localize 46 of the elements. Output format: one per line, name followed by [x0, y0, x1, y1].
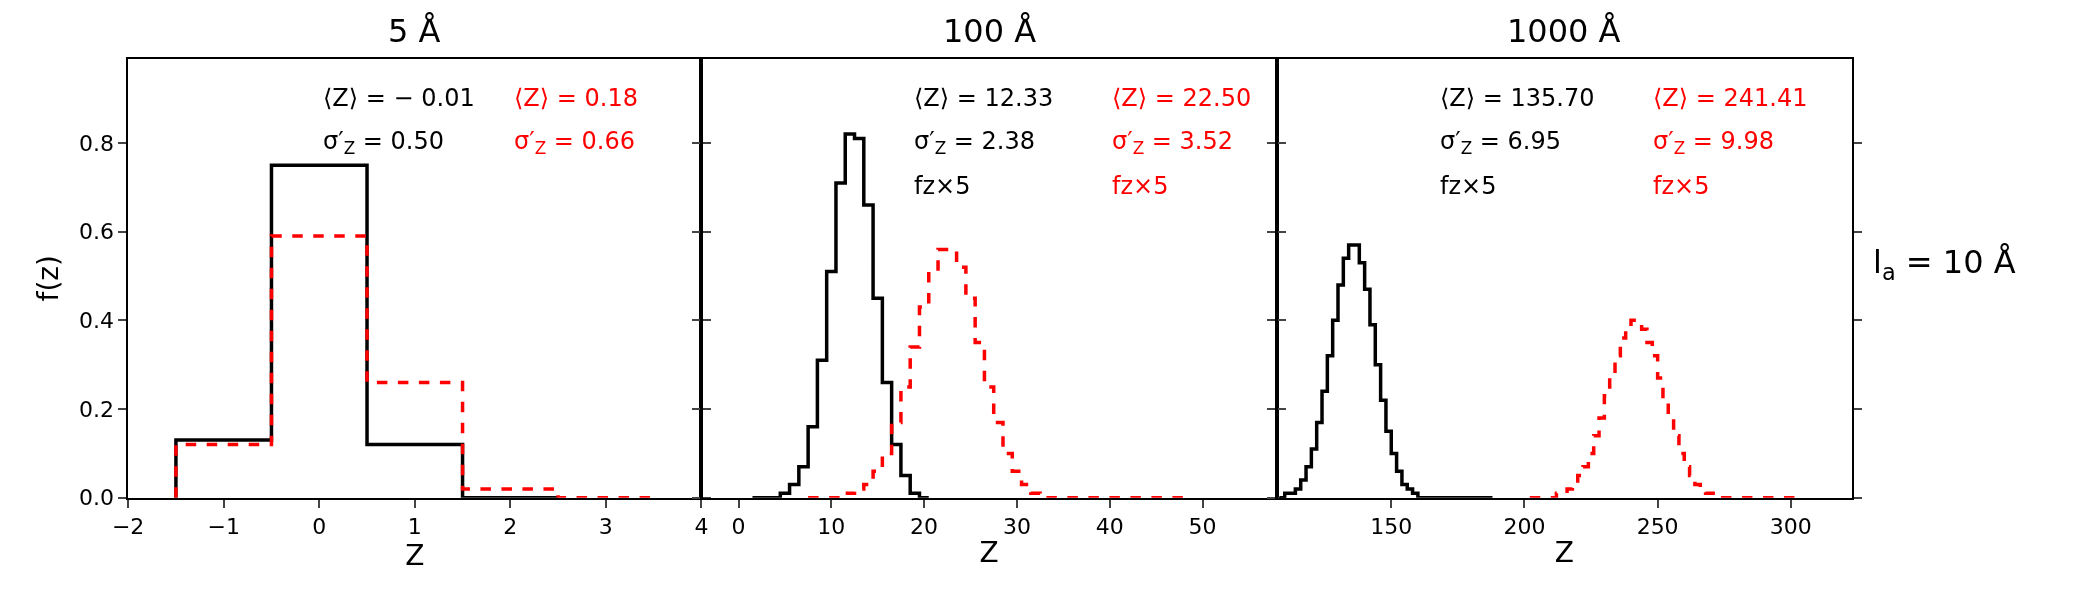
- x-tick-label: 40: [1095, 513, 1124, 539]
- chart-title: 1000 Å: [1507, 12, 1621, 50]
- annotation: σ′$_{Z}$ = 9.98: [1653, 127, 1774, 159]
- annotation: σ′$_{Z}$ = 6.95: [1440, 127, 1561, 159]
- annotation: fz×5: [1653, 172, 1710, 200]
- x-tick-label: −1: [207, 513, 240, 539]
- x-tick-label: 250: [1636, 513, 1679, 539]
- y-axis-title: f(z): [32, 255, 66, 302]
- x-axis-title: Z: [1554, 535, 1574, 569]
- annotation: ⟨Z⟩ = 22.50: [1112, 84, 1252, 112]
- y-tick-label: 0.2: [79, 396, 115, 422]
- annotation: σ′$_{Z}$ = 3.52: [1112, 127, 1233, 159]
- annotation: ⟨Z⟩ = 0.18: [514, 84, 638, 112]
- x-axis-title: Z: [979, 535, 999, 569]
- x-tick-label: 10: [817, 513, 846, 539]
- x-tick-label: 0: [731, 513, 746, 539]
- y-tick-label: 0.0: [79, 485, 115, 511]
- x-tick-label: 1: [407, 513, 422, 539]
- annotation: ⟨Z⟩ = 12.33: [914, 84, 1054, 112]
- annotation: ⟨Z⟩ = − 0.01: [323, 84, 475, 112]
- x-tick-label: 200: [1503, 513, 1546, 539]
- x-tick-label: 300: [1769, 513, 1812, 539]
- annotation: ⟨Z⟩ = 135.70: [1440, 84, 1595, 112]
- y-tick-label: 0.8: [79, 130, 115, 156]
- annotation: σ′$_{Z}$ = 0.50: [323, 127, 444, 159]
- x-tick-label: 3: [598, 513, 613, 539]
- x-tick-label: 30: [1002, 513, 1031, 539]
- text: l$_{a}$ = 10 Å: [1873, 243, 2016, 285]
- y-tick-label: 0.6: [79, 219, 115, 245]
- annotation: fz×5: [1112, 172, 1169, 200]
- chart-title: 100 Å: [943, 12, 1037, 50]
- x-tick-label: 2: [503, 513, 518, 539]
- x-tick-label: 20: [910, 513, 939, 539]
- x-tick-label: 0: [312, 513, 327, 539]
- x-tick-label: 50: [1188, 513, 1217, 539]
- annotation: ⟨Z⟩ = 241.41: [1653, 84, 1808, 112]
- y-tick-label: 0.4: [79, 308, 115, 334]
- annotation: σ′$_{Z}$ = 0.66: [514, 127, 635, 159]
- annotation: fz×5: [1440, 172, 1497, 200]
- annotation: fz×5: [914, 172, 971, 200]
- x-tick-label: 150: [1370, 513, 1413, 539]
- x-axis-title: Z: [405, 538, 425, 572]
- annotation: σ′$_{Z}$ = 2.38: [914, 127, 1035, 159]
- x-tick-label: −2: [111, 513, 145, 539]
- chart-title: 5 Å: [388, 12, 441, 50]
- x-tick-label: 4: [694, 513, 709, 539]
